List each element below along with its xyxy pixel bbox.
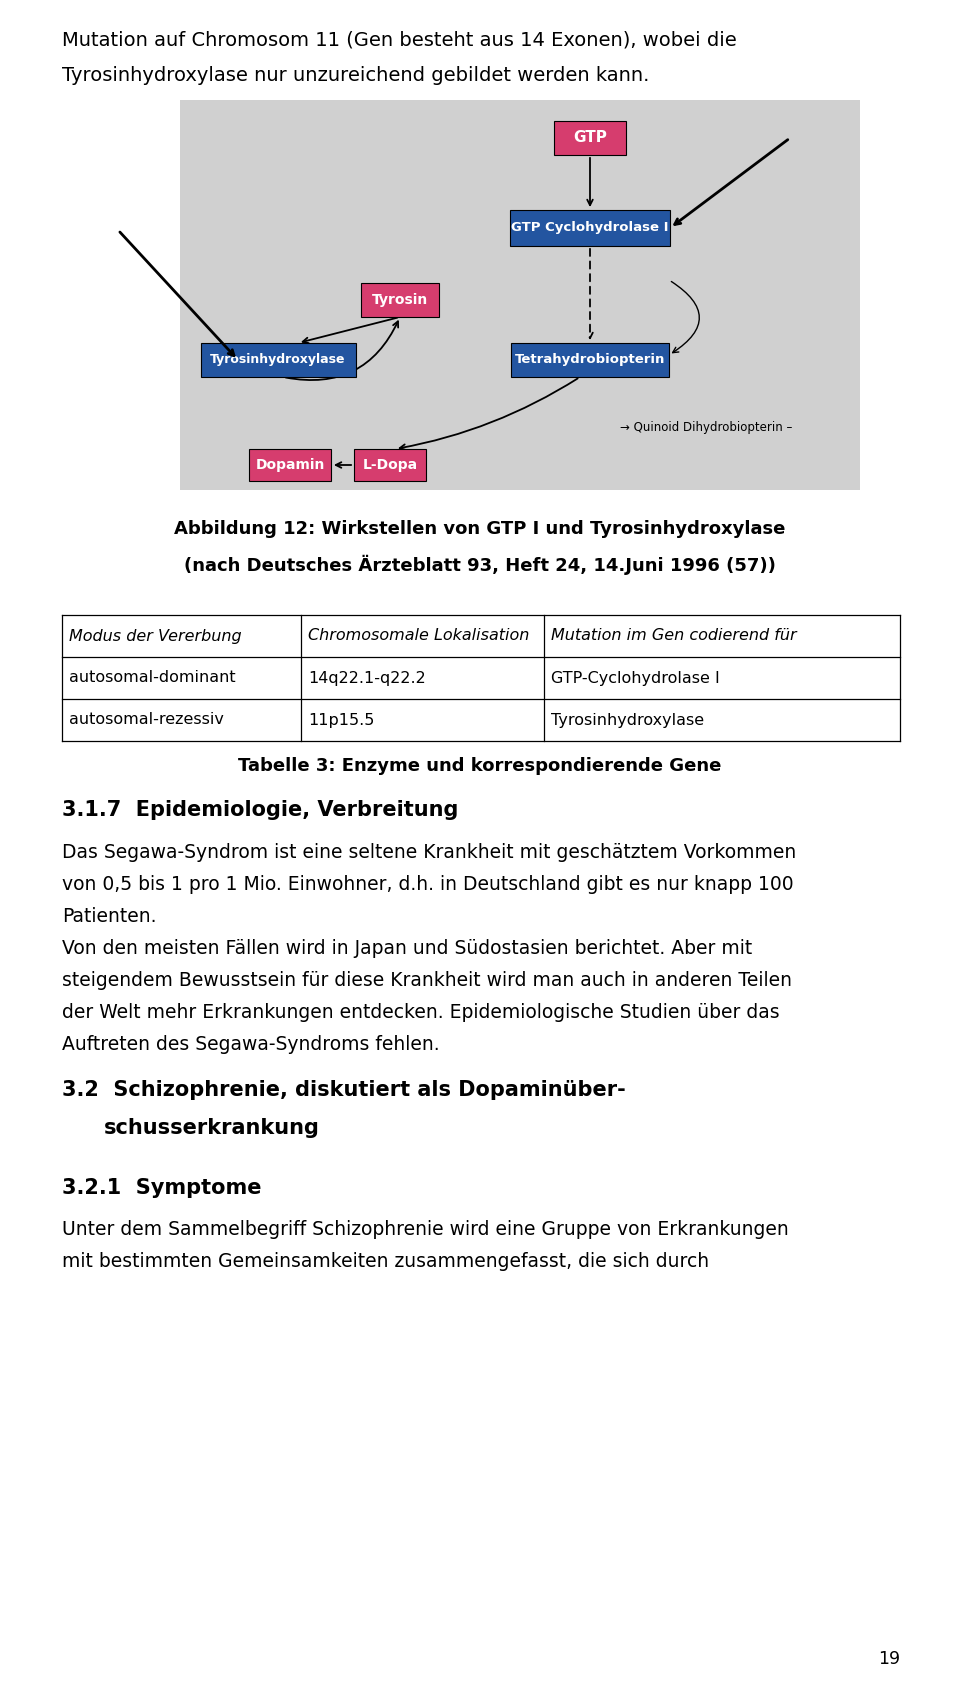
Text: 3.2  Schizophrenie, diskutiert als Dopaminüber-: 3.2 Schizophrenie, diskutiert als Dopami… [62,1081,626,1099]
Text: Das Segawa-Syndrom ist eine seltene Krankheit mit geschätztem Vorkommen: Das Segawa-Syndrom ist eine seltene Kran… [62,843,796,862]
Text: von 0,5 bis 1 pro 1 Mio. Einwohner, d.h. in Deutschland gibt es nur knapp 100: von 0,5 bis 1 pro 1 Mio. Einwohner, d.h.… [62,875,794,894]
Text: schusserkrankung: schusserkrankung [104,1118,320,1138]
Text: Unter dem Sammelbegriff Schizophrenie wird eine Gruppe von Erkrankungen: Unter dem Sammelbegriff Schizophrenie wi… [62,1221,789,1239]
Text: (nach Deutsches Ärzteblatt 93, Heft 24, 14.Juni 1996 (57)): (nach Deutsches Ärzteblatt 93, Heft 24, … [184,555,776,575]
Text: 11p15.5: 11p15.5 [308,713,374,727]
Text: Tabelle 3: Enzyme und korrespondierende Gene: Tabelle 3: Enzyme und korrespondierende … [238,757,722,776]
Text: Chromosomale Lokalisation: Chromosomale Lokalisation [308,629,529,644]
Text: Modus der Vererbung: Modus der Vererbung [69,629,242,644]
Text: 3.1.7  Epidemiologie, Verbreitung: 3.1.7 Epidemiologie, Verbreitung [62,799,458,819]
Text: Mutation auf Chromosom 11 (Gen besteht aus 14 Exonen), wobei die: Mutation auf Chromosom 11 (Gen besteht a… [62,30,736,49]
Bar [554,121,626,155]
Text: autosomal-dominant: autosomal-dominant [69,671,235,686]
Bar [510,211,670,246]
Bar [354,448,426,481]
Text: steigendem Bewusstsein für diese Krankheit wird man auch in anderen Teilen: steigendem Bewusstsein für diese Krankhe… [62,971,792,990]
Text: GTP-Cyclohydrolase I: GTP-Cyclohydrolase I [551,671,720,686]
Text: 19: 19 [877,1651,900,1667]
Text: Tyrosinhydroxylase nur unzureichend gebildet werden kann.: Tyrosinhydroxylase nur unzureichend gebi… [62,66,649,84]
Text: GTP Cyclohydrolase I: GTP Cyclohydrolase I [512,221,669,234]
Text: der Welt mehr Erkrankungen entdecken. Epidemiologische Studien über das: der Welt mehr Erkrankungen entdecken. Ep… [62,1003,780,1022]
Text: GTP: GTP [573,130,607,145]
Bar [180,99,860,491]
Text: L-Dopa: L-Dopa [363,459,418,472]
Text: 3.2.1  Symptome: 3.2.1 Symptome [62,1179,261,1199]
Text: 14q22.1-q22.2: 14q22.1-q22.2 [308,671,425,686]
Text: → Quinoid Dihydrobiopterin –: → Quinoid Dihydrobiopterin – [620,422,792,435]
Text: Tetrahydrobiopterin: Tetrahydrobiopterin [515,354,665,366]
Text: Von den meisten Fällen wird in Japan und Südostasien berichtet. Aber mit: Von den meisten Fällen wird in Japan und… [62,939,753,958]
Text: Tyrosin: Tyrosin [372,293,428,307]
Bar [361,283,439,317]
Text: Auftreten des Segawa-Syndroms fehlen.: Auftreten des Segawa-Syndroms fehlen. [62,1035,440,1054]
Text: Mutation im Gen codierend für: Mutation im Gen codierend für [551,629,797,644]
Text: Abbildung 12: Wirkstellen von GTP I und Tyrosinhydroxylase: Abbildung 12: Wirkstellen von GTP I und … [175,519,785,538]
Text: Patienten.: Patienten. [62,907,156,926]
Bar [511,342,669,378]
Text: Dopamin: Dopamin [255,459,324,472]
Text: autosomal-rezessiv: autosomal-rezessiv [69,713,224,727]
Bar [249,448,331,481]
Text: Tyrosinhydroxylase: Tyrosinhydroxylase [551,713,704,727]
Text: mit bestimmten Gemeinsamkeiten zusammengefasst, die sich durch: mit bestimmten Gemeinsamkeiten zusammeng… [62,1253,709,1271]
Bar [201,342,355,378]
Text: Tyrosinhydroxylase: Tyrosinhydroxylase [210,354,346,366]
